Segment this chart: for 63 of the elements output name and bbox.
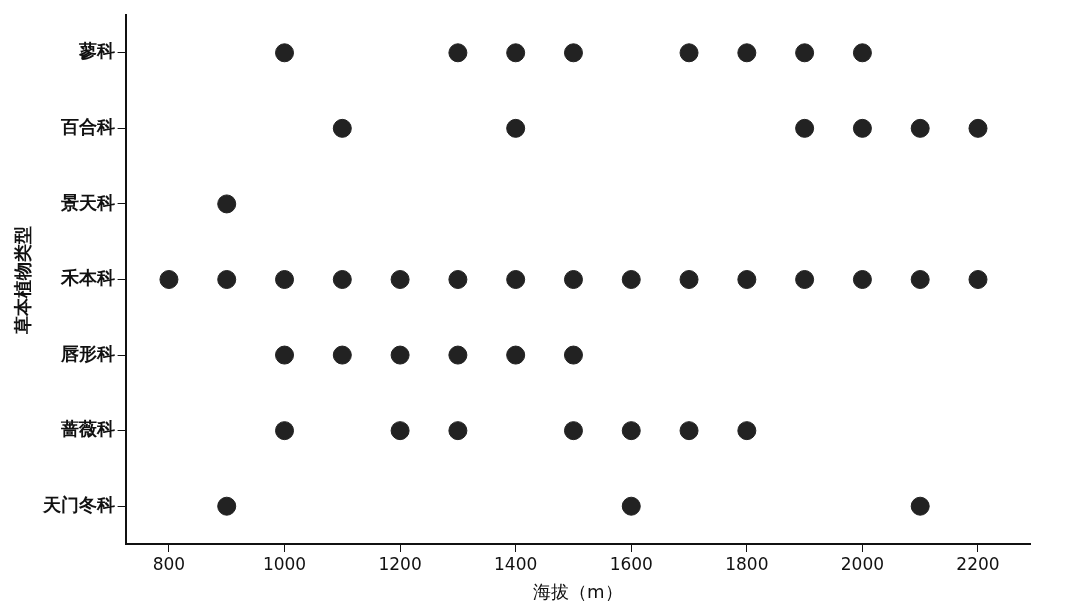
point xyxy=(217,194,237,214)
x-tick-label: 1800 xyxy=(725,553,769,574)
point xyxy=(968,118,988,138)
point xyxy=(448,43,468,63)
x-tick-label: 1400 xyxy=(494,553,538,574)
point xyxy=(621,496,641,516)
y-tick-label: 景天科 xyxy=(59,191,115,213)
y-axis-title: 草本植物类型 xyxy=(12,225,34,335)
y-tick-label: 蔷薇科 xyxy=(59,418,115,440)
point xyxy=(506,270,526,289)
point xyxy=(679,421,699,441)
point xyxy=(563,421,583,441)
point xyxy=(910,270,930,289)
point xyxy=(332,118,352,138)
y-tick-label: 百合科 xyxy=(59,116,115,138)
point xyxy=(563,345,583,365)
x-tick-label: 1600 xyxy=(609,553,653,574)
point xyxy=(275,270,295,289)
point xyxy=(563,270,583,289)
x-axis-title: 海拔（m） xyxy=(533,580,623,602)
point xyxy=(621,421,641,441)
point xyxy=(390,270,410,289)
x-tick-label: 1200 xyxy=(378,553,422,574)
point xyxy=(448,270,468,289)
point xyxy=(795,118,815,138)
point xyxy=(332,345,352,365)
y-tick-label: 蓼科 xyxy=(77,40,115,62)
point xyxy=(737,43,757,63)
x-tick-label: 800 xyxy=(152,553,186,574)
point xyxy=(448,345,468,365)
point xyxy=(390,345,410,365)
y-tick-label: 天门冬科 xyxy=(41,493,115,515)
point xyxy=(275,43,295,63)
point xyxy=(737,270,757,289)
point xyxy=(852,270,872,289)
point xyxy=(621,270,641,289)
point xyxy=(852,43,872,63)
point xyxy=(217,270,237,289)
point xyxy=(506,345,526,365)
point xyxy=(679,43,699,63)
point xyxy=(910,118,930,138)
point xyxy=(506,118,526,138)
point xyxy=(332,270,352,289)
x-tick-label: 2200 xyxy=(956,553,1000,574)
point xyxy=(506,43,526,63)
point xyxy=(275,345,295,365)
point xyxy=(737,421,757,441)
y-tick-label: 禾本科 xyxy=(59,267,115,289)
x-tick-label: 1000 xyxy=(262,553,307,574)
point xyxy=(795,43,815,63)
point xyxy=(563,43,583,63)
point xyxy=(910,496,930,516)
point xyxy=(679,270,699,289)
x-tick-label: 2000 xyxy=(840,553,885,574)
point xyxy=(275,421,295,441)
point xyxy=(448,421,468,441)
point xyxy=(159,270,179,289)
point xyxy=(390,421,410,441)
point xyxy=(852,118,872,138)
y-tick-label: 唇形科 xyxy=(59,342,115,364)
point xyxy=(795,270,815,289)
point xyxy=(217,496,237,516)
point xyxy=(968,270,988,289)
